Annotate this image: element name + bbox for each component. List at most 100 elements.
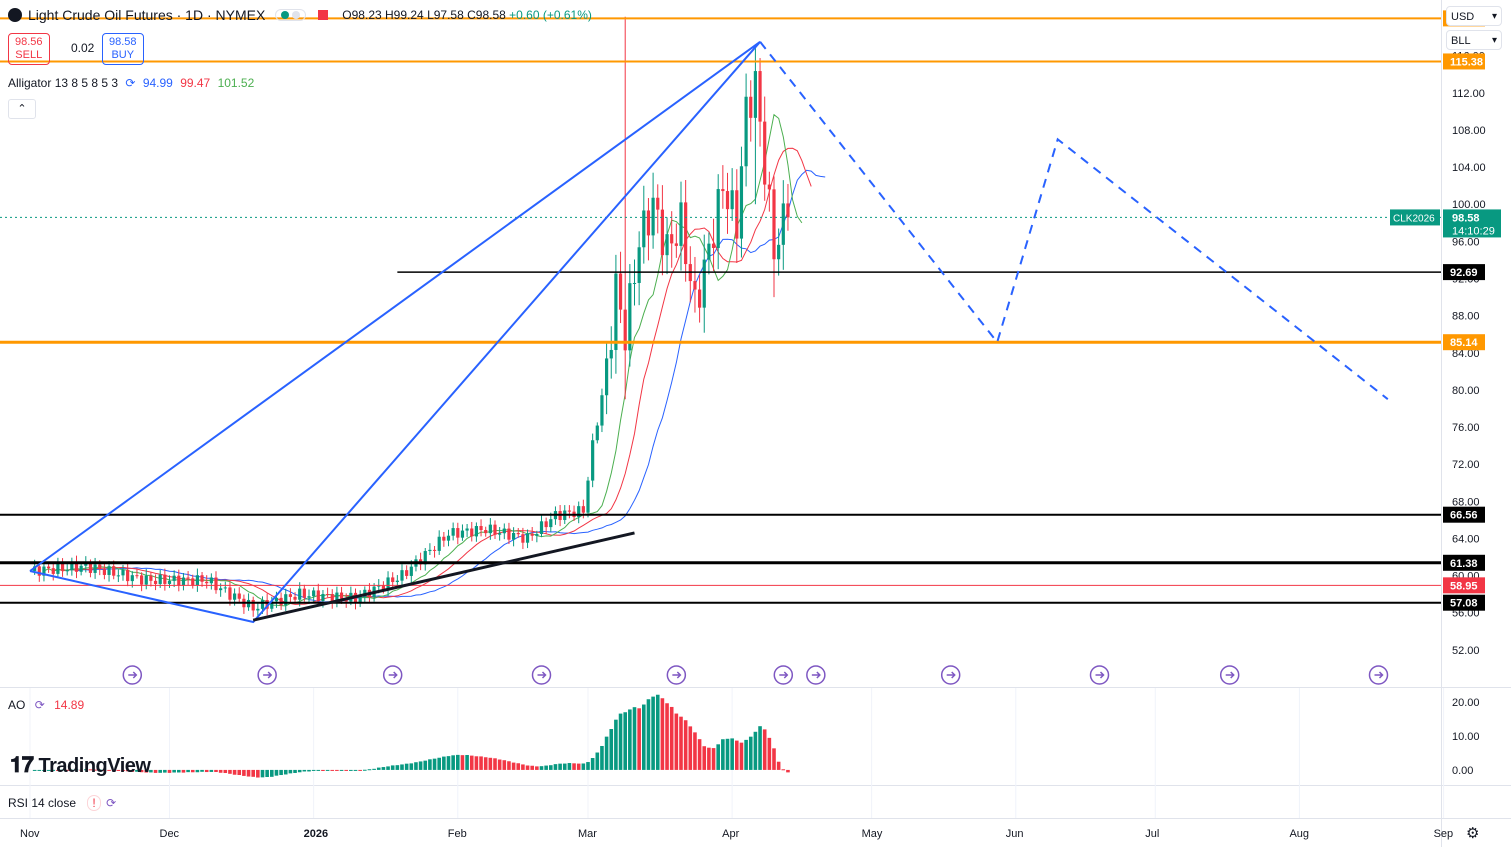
ao-bar bbox=[395, 765, 400, 770]
ao-bar bbox=[376, 767, 381, 770]
candle-body bbox=[470, 528, 474, 537]
candle-body bbox=[209, 577, 213, 584]
candle-body bbox=[479, 526, 483, 531]
ao-bar bbox=[748, 736, 753, 770]
gear-icon[interactable]: ⚙ bbox=[1466, 825, 1480, 842]
price-tick-label: 80.00 bbox=[1452, 385, 1480, 397]
candle-body bbox=[753, 71, 757, 118]
level-label: 57.08 bbox=[1450, 598, 1478, 610]
candle-body bbox=[233, 593, 237, 600]
ao-bar bbox=[437, 757, 441, 770]
candle-body bbox=[628, 283, 632, 351]
ao-bar bbox=[325, 769, 330, 771]
ao-bar bbox=[218, 769, 223, 773]
status-dot-icon bbox=[281, 11, 290, 19]
ao-bar bbox=[469, 755, 474, 770]
currency-select[interactable]: USD bbox=[1446, 6, 1502, 27]
candle-body bbox=[507, 528, 511, 540]
time-axis-label: Jun bbox=[1006, 828, 1024, 840]
ao-bar bbox=[507, 761, 511, 770]
symbol-title[interactable]: Light Crude Oil Futures · 1D · NYMEX bbox=[28, 7, 266, 23]
ao-bar bbox=[595, 752, 600, 770]
settings-cycle-icon[interactable]: ⟳ bbox=[125, 76, 136, 90]
ao-bar bbox=[697, 739, 702, 770]
price-tick-label: 100.00 bbox=[1452, 199, 1486, 211]
ao-bar bbox=[521, 764, 525, 770]
unit-select[interactable]: BLL bbox=[1446, 30, 1502, 51]
alligator-legend[interactable]: Alligator 13 8 5 8 5 3 ⟳ 94.99 99.47 101… bbox=[8, 76, 254, 90]
sell-button[interactable]: 98.56 SELL bbox=[8, 33, 50, 65]
candle-body bbox=[679, 202, 683, 246]
ao-bar bbox=[116, 769, 121, 771]
ao-bar bbox=[530, 765, 534, 770]
candle-body bbox=[316, 590, 320, 601]
ao-bar bbox=[316, 769, 321, 771]
settings-cycle-icon[interactable]: ⟳ bbox=[34, 698, 45, 712]
symbol-tag-bg bbox=[1390, 209, 1440, 226]
candle-body bbox=[432, 549, 437, 551]
ao-bar bbox=[125, 769, 130, 772]
candle-body bbox=[191, 578, 195, 586]
candle-body bbox=[330, 594, 334, 603]
ao-bar bbox=[665, 703, 669, 770]
candle-body bbox=[400, 570, 404, 581]
candle-body bbox=[293, 596, 297, 600]
market-status-indicator[interactable] bbox=[275, 9, 307, 21]
ao-bar bbox=[153, 769, 158, 773]
event-arrow-icon bbox=[388, 671, 398, 679]
level-label: 66.56 bbox=[1450, 510, 1478, 522]
ao-tick-label: 0.00 bbox=[1452, 765, 1473, 777]
candle-body bbox=[377, 585, 381, 587]
candle-body bbox=[219, 588, 223, 591]
ao-bar bbox=[535, 766, 539, 770]
ao-bar bbox=[242, 769, 246, 776]
ao-bar bbox=[553, 764, 558, 770]
candle-body bbox=[42, 566, 46, 576]
settings-cycle-icon[interactable]: ⟳ bbox=[106, 796, 117, 810]
ao-bar bbox=[460, 755, 465, 770]
wedge-drawing bbox=[29, 40, 761, 624]
buy-button[interactable]: 98.58 BUY bbox=[102, 33, 144, 65]
candle-body bbox=[60, 563, 65, 571]
ao-bar bbox=[283, 769, 288, 775]
candle-body bbox=[237, 593, 241, 599]
ao-bar bbox=[307, 769, 311, 772]
candle-body bbox=[437, 536, 441, 551]
ao-bar bbox=[683, 720, 688, 770]
price-tick-label: 96.00 bbox=[1452, 236, 1480, 248]
collapse-legend-button[interactable]: ⌃ bbox=[8, 99, 36, 119]
candle-body bbox=[684, 202, 688, 265]
candle-body bbox=[618, 273, 623, 310]
candle-body bbox=[702, 259, 706, 308]
alligator-teeth-line bbox=[53, 147, 812, 605]
ao-bar bbox=[70, 769, 74, 771]
candle-body bbox=[195, 575, 199, 586]
candle-body bbox=[577, 506, 581, 518]
candle-body bbox=[446, 535, 451, 541]
ao-legend[interactable]: AO ⟳ 14.89 bbox=[8, 698, 84, 712]
ao-bar bbox=[42, 769, 46, 771]
ao-tick-label: 20.00 bbox=[1452, 697, 1480, 709]
rsi-legend[interactable]: RSI 14 close ! ⟳ bbox=[8, 795, 117, 811]
time-axis-label: Jul bbox=[1145, 828, 1159, 840]
ao-bar bbox=[195, 769, 200, 773]
ao-tick-label: 10.00 bbox=[1452, 731, 1480, 743]
flag-icon[interactable] bbox=[318, 10, 329, 20]
ao-bar bbox=[390, 765, 395, 770]
warning-icon[interactable]: ! bbox=[87, 795, 101, 811]
time-axis-label: Mar bbox=[578, 828, 597, 840]
ao-bar bbox=[660, 698, 665, 770]
level-label-bg bbox=[1443, 334, 1485, 351]
ao-bar bbox=[744, 739, 748, 770]
event-arrow-icon bbox=[1095, 671, 1105, 679]
logo-mark-icon: 𝟏𝟕 bbox=[10, 752, 34, 777]
ao-bar bbox=[586, 762, 590, 770]
candle-body bbox=[721, 189, 725, 192]
ao-bar bbox=[84, 769, 88, 771]
candle-body bbox=[632, 282, 637, 284]
candle-body bbox=[260, 600, 265, 609]
candle-body bbox=[605, 358, 609, 396]
event-arrow-icon bbox=[1225, 671, 1235, 679]
ao-bar bbox=[414, 762, 418, 770]
